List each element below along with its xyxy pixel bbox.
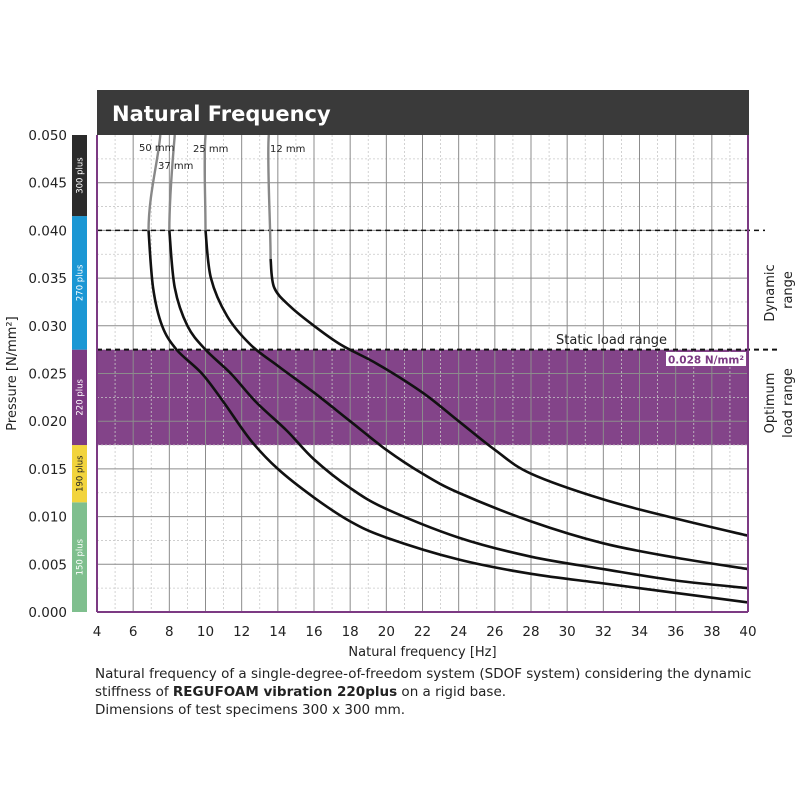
reference-lines [97,229,780,351]
caption-line-1: Natural frequency of a single-degree-of-… [95,666,752,682]
chart-title-bar [97,90,749,135]
y-tick-label: 0.010 [28,510,67,526]
curve-top-25mm [203,134,207,231]
static-load-range-label: Static load range [556,333,667,348]
caption-line-2-suffix: on a rigid base. [397,684,507,700]
x-tick-label: 40 [739,624,756,640]
x-tick-label: 22 [414,624,431,640]
x-tick-label: 36 [667,624,684,640]
scale-segment [72,349,87,446]
chart-caption: Natural frequency of a single-degree-of-… [95,665,785,719]
y-tick-label: 0.020 [28,414,67,430]
y-tick-label: 0.030 [28,319,67,335]
curve-label: 12 mm [270,144,305,155]
y-tick-label: 0.015 [28,462,67,478]
caption-line-2-prefix: stiffness of [95,684,173,700]
curves [147,134,749,604]
y-tick-label: 0.005 [28,557,67,573]
scale-segment [72,502,87,612]
curve-top-12mm [267,134,272,260]
y-tick-label: 0.050 [28,128,67,144]
scale-segment [72,216,87,350]
x-tick-label: 20 [378,624,395,640]
scale-segment [72,135,87,217]
y-tick-label: 0.040 [28,223,67,239]
y-axis-label: Pressure [N/mm²] [5,316,20,430]
x-tick-label: 24 [450,624,467,640]
x-tick-label: 12 [233,624,250,640]
scale-segment-label: 150 plus [76,538,86,575]
x-tick-label: 16 [305,624,322,640]
chart-title: Natural Frequency [112,102,331,126]
curve-50mm [147,230,749,604]
x-tick-label: 26 [486,624,503,640]
x-tick-label: 28 [522,624,539,640]
caption-line-3: Dimensions of test specimens 300 x 300 m… [95,702,406,718]
x-tick-label: 6 [129,624,138,640]
load-value-label: 0.028 N/mm² [668,355,744,367]
curve-37mm [168,230,749,590]
scale-segment-label: 220 plus [76,379,86,416]
product-scale: 150 plus 190 plus 220 plus 270 plus 300 plus [72,135,87,612]
curve-label: 25 mm [193,144,228,155]
x-tick-label: 34 [631,624,648,640]
chart-header: Natural Frequency [97,90,749,135]
dynamic-range-label-2: range [781,271,796,309]
scale-segment-label: 190 plus [76,455,86,492]
x-tick-label: 4 [93,624,102,640]
curve-12mm [269,258,749,537]
grid [97,135,748,612]
load-value-box [666,352,746,366]
x-tick-label: 8 [165,624,174,640]
optimum-range-label-1: Optimum [763,373,778,434]
curve-label: 50 mm [139,143,174,154]
y-tick-label: 0.000 [28,605,67,621]
scale-segment-label: 270 plus [76,264,86,301]
natural-frequency-chart: 150 plus 190 plus 220 plus 270 plus 300 plus… [5,90,796,660]
curve-top-50mm [147,134,162,231]
x-tick-label: 18 [342,624,359,640]
scale-segment-label: 300 plus [76,157,86,194]
x-tick-label: 14 [269,624,286,640]
scale-segment [72,445,87,503]
y-tick-label: 0.025 [28,367,67,383]
caption-product-name: REGUFOAM vibration 220plus [172,684,398,700]
y-tick-label: 0.045 [28,176,67,192]
x-tick-label: 10 [197,624,214,640]
x-tick-label: 38 [703,624,720,640]
optimum-range-label-2: load range [781,368,796,438]
axes: 0.000 0.005 0.010 0.015 0.020 0.025 0.030 0.035… [5,128,757,660]
x-tick-label: 30 [559,624,576,640]
curve-25mm [204,230,749,571]
x-tick-label: 32 [595,624,612,640]
curve-label: 37 mm [158,161,193,172]
x-axis-label: Natural frequency [Hz] [348,645,496,660]
y-tick-label: 0.035 [28,271,67,287]
caption-line-2: stiffness of REGUFOAM vibration 220plus … [95,683,785,701]
curve-top-37mm [168,134,176,231]
dynamic-range-label-1: Dynamic [763,264,778,321]
